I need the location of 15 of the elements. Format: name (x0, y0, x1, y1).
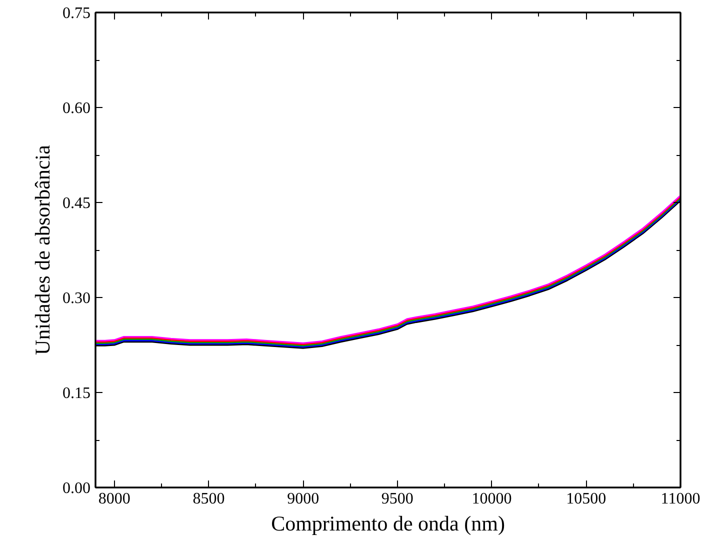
x-tick-label: 8000 (98, 490, 130, 508)
y-tick-label: 0.00 (62, 480, 90, 497)
x-tick-label: 10000 (472, 490, 512, 508)
x-tick-label: 9000 (287, 490, 320, 508)
y-tick-label: 0.45 (62, 195, 90, 212)
y-tick-label: 0.30 (62, 290, 90, 307)
y-tick-label: 0.15 (62, 385, 90, 402)
x-tick-label: 9500 (381, 490, 414, 508)
y-tick-label: 0.75 (62, 5, 90, 22)
y-axis-title: Unidades de absorbância (30, 144, 54, 355)
x-tick-label: 11000 (660, 490, 700, 508)
x-axis-title: Comprimento de onda (nm) (271, 512, 505, 536)
y-tick-label: 0.60 (62, 100, 90, 117)
x-tick-label: 10500 (566, 490, 606, 508)
x-tick-label: 8500 (192, 490, 225, 508)
